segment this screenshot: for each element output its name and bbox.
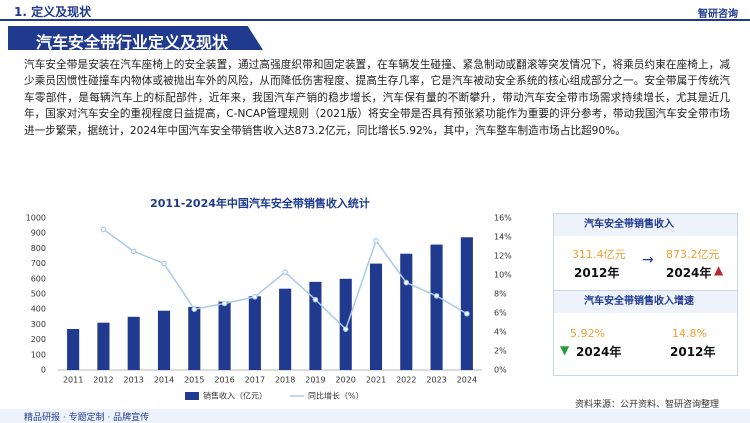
y-tick-label: 600 [31,274,46,283]
x-tick-label: 2017 [245,376,265,385]
y2-tick-label: 10% [494,271,512,280]
x-tick-label: 2016 [214,376,234,385]
card-value: 14.8% [672,327,707,340]
marker [221,300,228,307]
bar [430,244,443,370]
y-tick-label: 400 [31,305,46,314]
x-tick-label: 2024 [457,376,477,385]
card: 汽车安全带销售收入 311.4亿元 2012年 → 873.2亿元 2024年 … [553,213,738,299]
card-value: 5.92% [570,327,605,340]
chart: 2011-2024年中国汽车安全带销售收入统计 0 100 200 300 400 500… [26,196,513,401]
card-year: 2024年 [576,345,622,359]
x-tick-label: 2023 [426,376,446,385]
y-tick-label: 900 [31,229,46,238]
bar [97,322,110,370]
marker [191,306,198,313]
marker [282,269,288,275]
page-title: 汽车安全带行业定义及现状 [36,33,229,52]
marker [161,260,167,267]
chart-title: 2011-2024年中国汽车安全带销售收入统计 [150,196,370,210]
down-icon: ▼ [560,343,570,357]
x-tick-label: 2022 [396,376,416,385]
x-tick-label: 2013 [124,376,144,385]
y-tick-label: 100 [31,350,46,359]
y-tick-label: 1000 [26,214,46,223]
bar [279,288,292,370]
bar [127,316,140,370]
y-tick-label: 0 [41,366,46,375]
marker [100,226,107,233]
y-tick-label: 300 [31,320,46,329]
x-tick-label: 2012 [93,376,113,385]
marker [342,326,349,332]
legend-label: 同比增长（%） [308,391,364,401]
bar [400,253,413,370]
x-tick-label: 2020 [336,376,356,385]
bar [248,296,261,370]
marker [433,293,440,299]
card-title: 汽车安全带销售收入 [554,214,737,236]
y-tick-label: 500 [31,290,46,299]
y-tick-label: 800 [31,244,46,253]
card-year: 2024年 [666,266,712,280]
x-tick-label: 2019 [305,376,325,385]
marker [464,310,470,317]
bar [339,278,352,370]
bar [309,281,322,370]
marker [312,296,319,303]
y-tick-label: 700 [31,259,46,268]
y2-tick-label: 2% [494,347,507,356]
card-value: 311.4亿元 [572,248,626,261]
marker [373,237,379,244]
card-year: 2012年 [574,266,620,280]
legend-label: 销售收入（亿元） [203,391,267,401]
card: 汽车安全带销售收入增速 5.92% ▼ 2024年 14.8% 2012年 [553,290,738,376]
x-tick-label: 2021 [366,376,386,385]
legend-swatch [185,392,199,400]
x-tick-label: 2018 [275,376,295,385]
y2-tick-label: 14% [494,233,512,242]
x-tick-label: 2015 [184,376,204,385]
x-tick-label: 2011 [63,376,83,385]
y2-tick-label: 0% [494,366,507,375]
arrow: → [642,252,654,268]
y2-tick-label: 16% [494,214,512,223]
y2-tick-label: 12% [494,252,512,261]
bar [188,306,201,370]
bar [218,301,231,370]
header-line [0,19,750,21]
bar [369,263,383,370]
section-title: 1. 定义及现状 [14,5,92,19]
title-band [8,26,263,50]
card-year: 2012年 [670,345,716,359]
footer: 精品研报 · 专题定制 · 品牌宣传 [24,413,150,423]
marker [403,279,410,286]
footer-bar [0,409,750,423]
y2-tick-label: 8% [494,290,507,299]
bar [460,237,473,370]
card-title: 汽车安全带销售收入增速 [554,291,737,313]
y2-tick-label: 6% [494,309,507,318]
card-value: 873.2亿元 [666,248,720,261]
up-icon: ▲ [714,263,724,277]
x-tick-label: 2014 [154,376,174,385]
bar [157,310,171,370]
y-tick-label: 200 [31,335,46,344]
source: 资料来源：公开资料、智研咨询整理 [575,400,720,410]
marker [130,248,137,255]
paragraph: 汽车安全带是安装在汽车座椅上的安全装置，通过高强度织带和固定装置，在车辆发生碰撞… [24,59,730,137]
bar [67,328,80,370]
marker [252,294,258,300]
brand: 智研咨询 [698,9,738,20]
y2-tick-label: 4% [494,328,507,337]
